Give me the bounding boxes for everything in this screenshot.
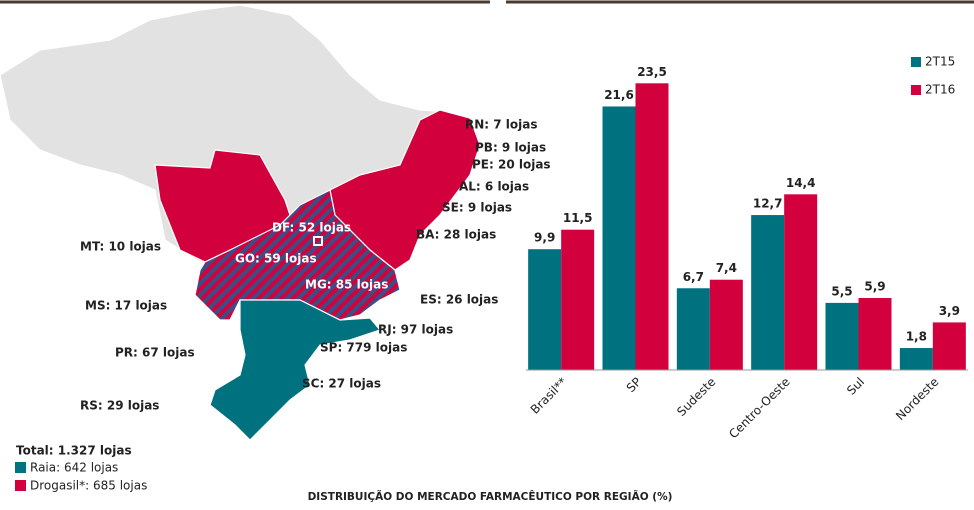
x-tick-label: Nordeste <box>893 375 941 423</box>
map-labels: RN: 7 lojas PB: 9 lojas PE: 20 lojas AL:… <box>80 118 551 413</box>
bar <box>528 249 562 370</box>
state-label: RJ: 97 lojas <box>378 323 453 337</box>
bar <box>709 279 743 370</box>
state-label: MG: 85 lojas <box>305 278 388 292</box>
value-label: 23,5 <box>637 65 667 79</box>
value-label: 5,9 <box>864 280 885 294</box>
value-label: 11,5 <box>563 211 593 225</box>
legend-swatch <box>15 480 26 491</box>
state-label: BA: 28 lojas <box>416 228 496 242</box>
df-marker <box>313 236 323 246</box>
value-label: 7,4 <box>716 261 737 275</box>
bar <box>825 302 859 370</box>
state-label: RS: 29 lojas <box>80 399 159 413</box>
map <box>0 4 481 441</box>
value-label: 1,8 <box>906 330 927 344</box>
bar <box>561 229 595 370</box>
legend-label: Raia: 642 lojas <box>30 461 118 475</box>
value-label: 21,6 <box>604 88 634 102</box>
state-label: PB: 9 lojas <box>475 141 546 155</box>
legend-label: 2T16 <box>925 83 955 97</box>
state-label: ES: 26 lojas <box>420 293 498 307</box>
x-tick-label: Sudeste <box>674 375 718 419</box>
state-label: PE: 20 lojas <box>472 158 551 172</box>
state-label: RN: 7 lojas <box>465 118 538 132</box>
value-label: 3,9 <box>939 304 960 318</box>
value-label: 9,9 <box>534 231 555 245</box>
x-tick-label: Sul <box>844 375 867 398</box>
map-south <box>209 299 382 441</box>
state-label: PR: 67 lojas <box>115 346 195 360</box>
legend-swatch <box>911 85 921 95</box>
bar <box>676 288 710 370</box>
value-label: 14,4 <box>786 176 816 190</box>
x-tick-label: Centro-Oeste <box>726 375 793 442</box>
legend-swatch <box>15 462 26 473</box>
state-label: AL: 6 lojas <box>459 180 529 194</box>
map-hatched <box>194 189 401 321</box>
state-label: GO: 59 lojas <box>235 252 317 266</box>
legend-label: 2T15 <box>925 55 955 69</box>
bar <box>751 215 785 370</box>
legend-swatch <box>911 57 921 67</box>
x-tick-label: SP <box>624 375 644 395</box>
bar <box>858 298 892 370</box>
bar <box>602 106 636 370</box>
legend-label: Drogasil*: 685 lojas <box>30 479 147 493</box>
state-label: SC: 27 lojas <box>302 377 381 391</box>
chart-title: DISTRIBUIÇÃO DO MERCADO FARMACÊUTICO POR… <box>308 490 673 503</box>
state-label: SE: 9 lojas <box>442 201 512 215</box>
value-label: 12,7 <box>753 197 783 211</box>
bar <box>899 348 933 370</box>
bar <box>784 194 818 370</box>
state-label: MS: 17 lojas <box>85 299 167 313</box>
state-label: DF: 52 lojas <box>272 221 351 235</box>
state-label: SP: 779 lojas <box>320 341 407 355</box>
map-legend: Total: 1.327 lojas Raia: 642 lojas Droga… <box>15 444 147 493</box>
bar <box>932 322 966 370</box>
value-label: 5,5 <box>831 284 852 298</box>
total-label: Total: 1.327 lojas <box>16 444 132 458</box>
x-tick-label: Brasil** <box>528 375 570 417</box>
value-label: 6,7 <box>683 270 704 284</box>
state-label: MT: 10 lojas <box>80 240 161 254</box>
bar <box>635 83 669 371</box>
